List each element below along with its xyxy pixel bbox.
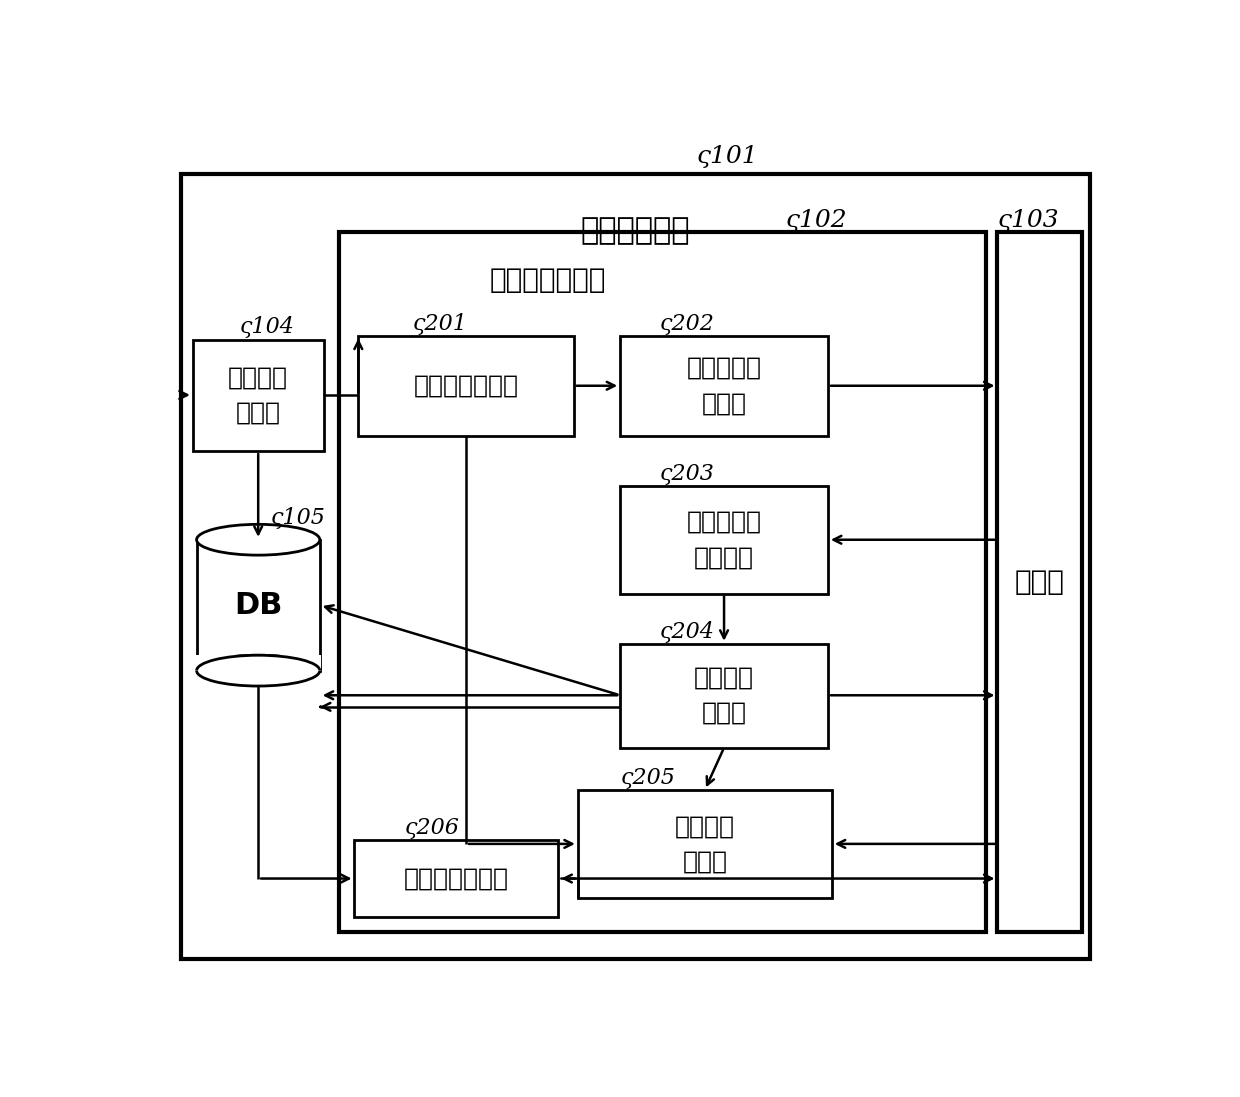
- Ellipse shape: [197, 655, 320, 686]
- Text: ς202: ς202: [658, 313, 713, 335]
- Bar: [355, 840, 558, 917]
- Bar: [358, 336, 574, 436]
- Bar: [997, 231, 1083, 932]
- Bar: [620, 336, 828, 436]
- Ellipse shape: [197, 524, 320, 555]
- Bar: [197, 540, 320, 670]
- Text: 流通响应
决定部: 流通响应 决定部: [694, 666, 754, 725]
- Bar: [620, 644, 828, 748]
- Text: 流通请求调整部: 流通请求调整部: [403, 867, 508, 891]
- Text: ς203: ς203: [658, 463, 713, 485]
- Text: 流通计划制作部: 流通计划制作部: [490, 267, 605, 294]
- Text: ς204: ς204: [658, 621, 713, 643]
- Text: 流通必要度
决定部: 流通必要度 决定部: [687, 357, 761, 416]
- Bar: [578, 790, 832, 897]
- Text: DB: DB: [234, 590, 283, 620]
- Bar: [192, 340, 324, 451]
- Text: 流通计划
决定部: 流通计划 决定部: [675, 814, 735, 873]
- Text: 收发部: 收发部: [1014, 568, 1065, 596]
- Text: ς201: ς201: [412, 313, 467, 335]
- Text: 流通交涉对
象决定部: 流通交涉对 象决定部: [687, 510, 761, 569]
- Text: ς205: ς205: [620, 767, 675, 789]
- Text: 能量管理系统: 能量管理系统: [580, 216, 691, 246]
- Text: ς104: ς104: [239, 316, 294, 339]
- Bar: [195, 655, 321, 671]
- Text: 流通请求制作部: 流通请求制作部: [414, 374, 518, 398]
- Bar: [620, 486, 828, 593]
- Text: ς105: ς105: [270, 508, 325, 530]
- Text: ς101: ς101: [697, 146, 759, 169]
- Text: ς206: ς206: [404, 817, 459, 839]
- Text: ς102: ς102: [786, 208, 847, 231]
- Bar: [339, 231, 986, 932]
- Text: 运用计划
制作部: 运用计划 制作部: [228, 365, 288, 425]
- Text: ς103: ς103: [997, 208, 1059, 231]
